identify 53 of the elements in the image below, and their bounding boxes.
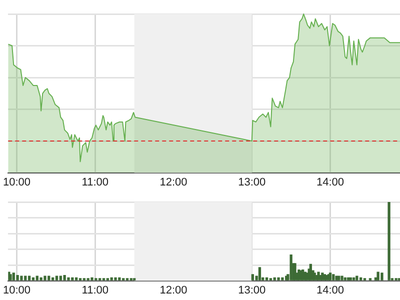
bar [380,272,384,280]
bar [74,277,78,280]
bar [36,276,38,280]
x-tick-label: 11:00 [82,176,108,188]
bar [67,277,70,280]
bar [281,277,284,280]
bar [59,276,62,280]
bar [110,277,113,280]
bar [277,277,280,280]
bar [265,277,268,280]
bar [71,277,74,280]
bar [258,267,262,280]
bar [344,277,346,280]
bar [16,274,19,280]
bar [48,276,50,280]
bar [273,277,276,280]
bar [376,272,380,280]
x-tick-label: 14:00 [316,284,344,296]
bar [28,276,31,280]
bar [251,274,254,280]
bar [118,277,121,280]
bar [114,277,117,280]
bar [24,276,27,280]
x-tick-label: 12:00 [160,176,188,188]
bar [332,274,335,280]
x-tick-label: 10:00 [3,176,31,188]
bar [338,276,340,280]
bar [44,276,46,280]
bar [9,274,12,280]
bar [63,274,66,280]
bar [356,276,358,280]
bar [340,276,344,280]
bar [55,276,58,280]
bar [51,277,54,280]
bar [20,276,23,280]
x-tick-label: 13:00 [238,284,266,296]
bar [12,272,15,280]
x-tick-label: 13:00 [238,176,266,188]
x-tick-label: 10:00 [3,284,31,296]
bar [32,277,35,280]
bar [90,277,94,280]
bar [346,277,350,280]
bar [290,254,292,280]
bar [359,277,362,280]
bar [317,272,320,280]
x-tick-label: 12:00 [160,284,188,296]
bar [40,277,42,280]
bar [352,277,356,280]
x-tick-label: 11:00 [82,284,108,296]
bar [349,277,352,280]
bar [388,202,390,280]
bar [335,276,338,280]
x-tick-label: 14:00 [316,176,344,188]
